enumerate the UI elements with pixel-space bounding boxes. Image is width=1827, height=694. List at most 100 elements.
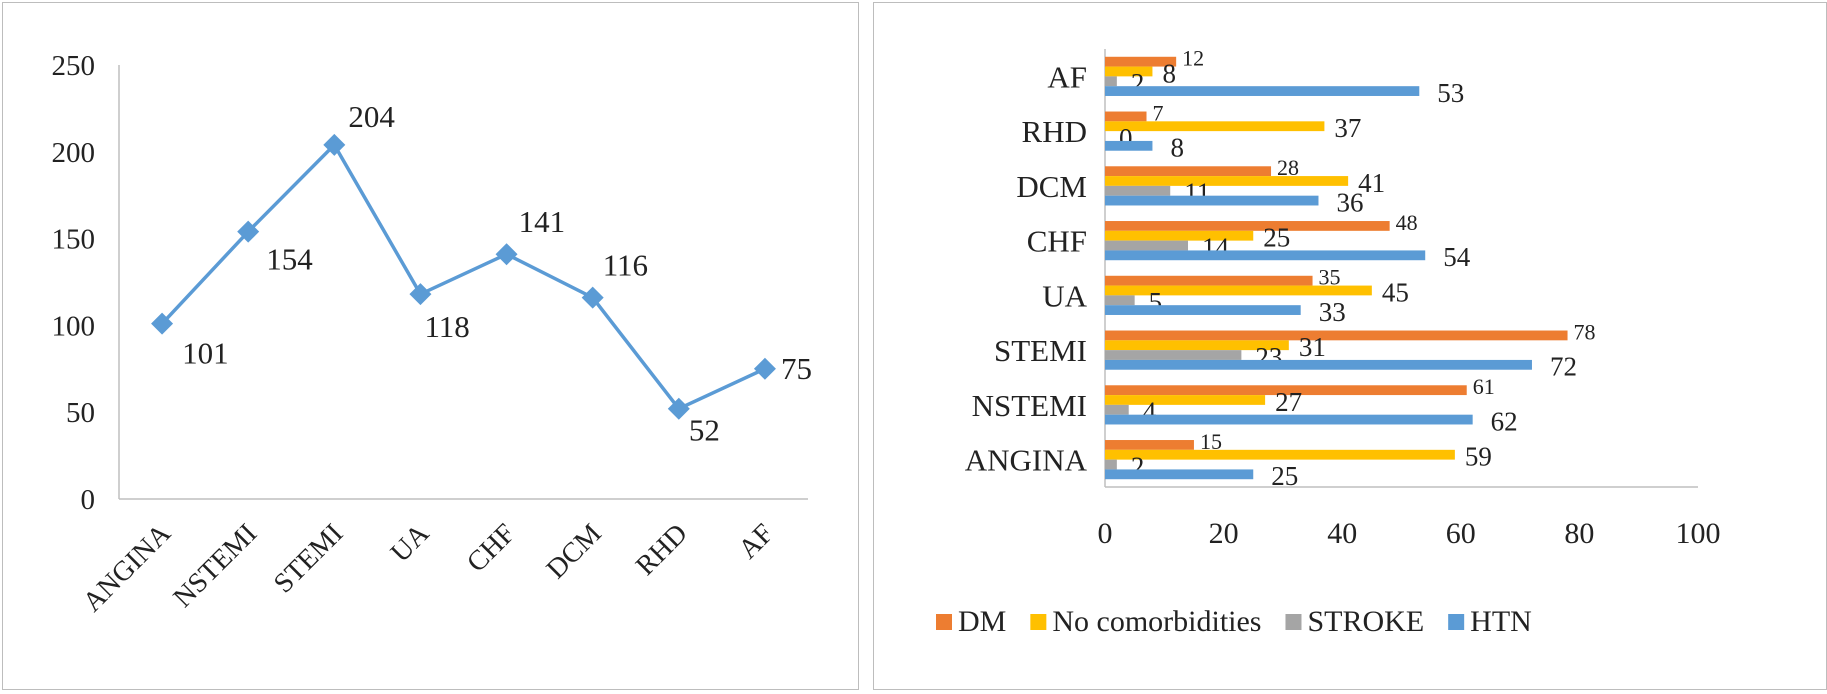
bar xyxy=(1105,305,1301,315)
bar xyxy=(1105,459,1117,470)
data-point-marker xyxy=(667,397,690,420)
line-chart-panel: 0 50 100 150 200 250 ANGINA NSTEMI STEMI UA CHF DCM… xyxy=(2,2,859,690)
data-label: 62 xyxy=(1491,406,1518,436)
y-tick-label: UA xyxy=(1042,278,1087,313)
bar xyxy=(1105,440,1194,450)
bar xyxy=(1105,221,1390,231)
data-label: 33 xyxy=(1319,297,1346,327)
data-point-marker xyxy=(151,312,174,335)
bar xyxy=(1105,285,1372,296)
data-label: 59 xyxy=(1465,442,1492,472)
data-label: 118 xyxy=(424,309,469,344)
legend-label: DM xyxy=(958,605,1006,638)
bar xyxy=(1105,330,1568,341)
bar xyxy=(1105,449,1455,460)
data-label: 25 xyxy=(1271,461,1298,491)
bar xyxy=(1105,385,1467,396)
data-point-marker xyxy=(753,357,776,380)
data-point-marker xyxy=(409,283,432,306)
data-label: 15 xyxy=(1200,429,1222,454)
data-label: 45 xyxy=(1382,277,1409,307)
legend-swatch xyxy=(1285,614,1302,630)
data-label: 7 xyxy=(1153,100,1164,125)
x-tick-label: UA xyxy=(385,517,436,568)
y-tick-label: 0 xyxy=(81,484,96,516)
data-label: 8 xyxy=(1170,133,1184,163)
legend-swatch xyxy=(936,614,952,630)
bar xyxy=(1105,121,1325,132)
bar xyxy=(1105,166,1272,177)
bar xyxy=(1105,185,1171,196)
y-tick-label: STEMI xyxy=(994,333,1087,368)
bar xyxy=(1105,56,1177,67)
y-tick-label: CHF xyxy=(1027,224,1087,259)
data-label: 141 xyxy=(519,204,566,239)
data-point-marker xyxy=(581,286,604,309)
data-label: 8 xyxy=(1162,58,1176,88)
y-tick-label: NSTEMI xyxy=(972,388,1087,423)
x-tick-label: CHF xyxy=(461,518,521,578)
x-tick-label: 80 xyxy=(1564,517,1594,550)
x-tick-label: 0 xyxy=(1098,517,1113,550)
data-label: 28 xyxy=(1277,155,1299,180)
x-tick-label: NSTEMI xyxy=(168,518,264,614)
bar xyxy=(1105,295,1135,306)
data-label: 37 xyxy=(1334,113,1361,143)
data-point-marker xyxy=(237,220,260,243)
y-tick-label: 100 xyxy=(52,310,96,342)
bar xyxy=(1105,395,1266,405)
bar xyxy=(1105,340,1289,351)
legend-swatch xyxy=(1448,614,1465,630)
data-label: 12 xyxy=(1182,46,1204,71)
data-label: 36 xyxy=(1336,187,1363,217)
bar xyxy=(1105,230,1254,241)
data-label: 27 xyxy=(1275,387,1302,417)
legend-swatch xyxy=(1030,614,1047,630)
data-label: 154 xyxy=(266,242,313,277)
bar-chart-panel: 0 20 40 60 80 100 ANGINA 15 59 2 25 NSTEMI 61 27 4 62 ST… xyxy=(873,2,1827,690)
data-label: 41 xyxy=(1358,168,1385,198)
bar xyxy=(1105,469,1254,480)
data-point-marker xyxy=(323,133,346,156)
legend-label: HTN xyxy=(1470,605,1532,638)
bar xyxy=(1105,404,1129,415)
data-label: 52 xyxy=(689,413,720,448)
y-tick-label: 50 xyxy=(66,397,95,429)
x-tick-label: 60 xyxy=(1446,517,1476,550)
x-tick-label: 100 xyxy=(1676,517,1721,550)
data-label: 101 xyxy=(182,336,229,371)
bar xyxy=(1105,111,1147,122)
y-tick-label: 150 xyxy=(52,224,96,256)
x-tick-label: AF xyxy=(733,518,780,565)
legend-label: STROKE xyxy=(1307,605,1424,638)
data-label: 35 xyxy=(1319,265,1341,290)
bar xyxy=(1105,275,1313,286)
bar xyxy=(1105,350,1242,360)
legend-label: No comorbidities xyxy=(1052,605,1261,638)
y-tick-label: 250 xyxy=(52,50,96,82)
bar xyxy=(1105,86,1420,96)
bar xyxy=(1105,414,1473,425)
data-label: 31 xyxy=(1299,332,1326,362)
data-label: 72 xyxy=(1550,352,1577,382)
data-label: 61 xyxy=(1473,374,1495,399)
y-tick-label: RHD xyxy=(1022,114,1087,149)
x-tick-label: ANGINA xyxy=(77,517,178,618)
bar xyxy=(1105,66,1153,77)
data-label: 78 xyxy=(1574,319,1596,344)
y-tick-label: ANGINA xyxy=(965,443,1088,478)
bar xyxy=(1105,76,1117,87)
y-tick-label: DCM xyxy=(1016,169,1087,204)
data-label: 53 xyxy=(1437,78,1464,108)
bar xyxy=(1105,195,1319,206)
data-label: 75 xyxy=(781,351,812,386)
data-label: 54 xyxy=(1443,242,1471,272)
bar xyxy=(1105,176,1349,186)
series-line xyxy=(160,141,766,411)
data-label: 116 xyxy=(603,248,648,283)
data-point-marker xyxy=(495,243,518,266)
bar xyxy=(1105,359,1532,370)
bar xyxy=(1105,240,1189,251)
